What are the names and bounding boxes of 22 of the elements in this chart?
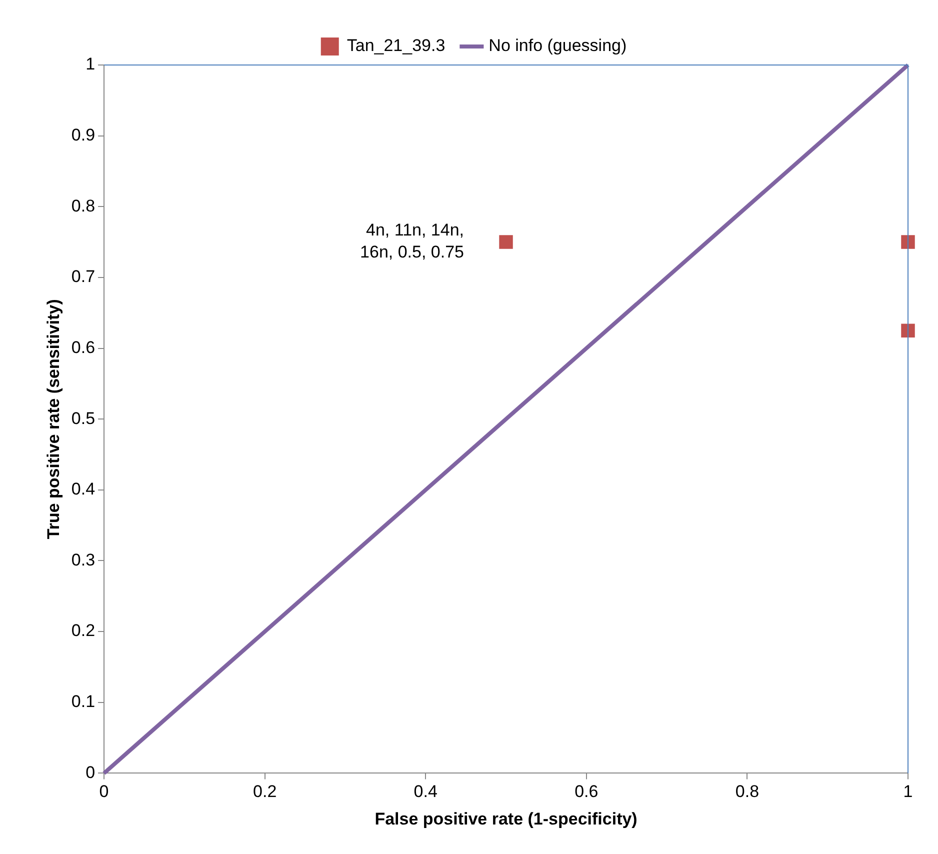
- y-tick-label: 0.5: [71, 408, 96, 428]
- y-tick-label: 0.2: [71, 621, 96, 640]
- x-tick-label: 0.6: [574, 782, 598, 802]
- y-tick-label: 0: [86, 762, 96, 782]
- legend-label: Tan_21_39.3: [346, 36, 446, 56]
- legend-label: No info (guessing): [488, 36, 627, 56]
- y-tick-label: 1: [86, 54, 96, 74]
- x-tick-label: 0.2: [253, 782, 277, 802]
- x-tick-label: 1: [903, 782, 913, 802]
- y-tick-label: 0.6: [71, 338, 96, 357]
- x-tick-label: 0.8: [735, 782, 760, 802]
- y-axis-title: True positive rate (sensitivity): [44, 299, 63, 540]
- y-tick-label: 0.8: [71, 196, 96, 216]
- y-tick-label: 0.1: [71, 692, 96, 712]
- annotation: 4n, 11n, 14n, 16n, 0.5, 0.75: [360, 220, 464, 262]
- x-axis-title: False positive rate (1-specificity): [374, 809, 638, 828]
- y-tick-label: 0.4: [71, 480, 96, 499]
- y-tick-label: 0.3: [71, 550, 96, 570]
- y-tick-label: 0.9: [71, 126, 96, 145]
- y-tick-label: 0.7: [71, 267, 96, 286]
- x-tick-label: 0.4: [414, 782, 438, 802]
- x-tick-label: 0: [99, 782, 109, 802]
